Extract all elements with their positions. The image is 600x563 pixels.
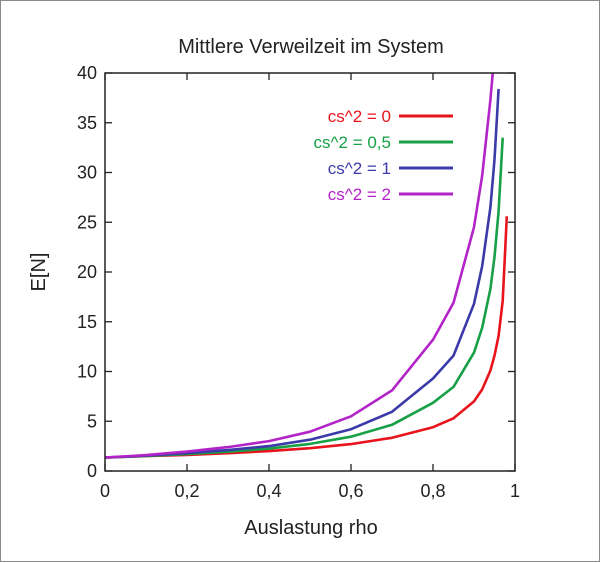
- plot-area: [104, 72, 516, 472]
- x-tick-label: 0: [100, 481, 110, 501]
- plot-border: [104, 72, 516, 472]
- x-axis-title: Auslastung rho: [244, 517, 377, 539]
- x-tick-label: 0,6: [338, 481, 363, 501]
- y-axis-title: E[N]: [28, 253, 50, 292]
- y-tick-label: 0: [87, 461, 97, 481]
- x-tick-label: 0,2: [174, 481, 199, 501]
- legend-label-0: cs^2 = 0: [328, 107, 391, 126]
- legend-label-3: cs^2 = 2: [328, 185, 391, 204]
- y-tick-label: 15: [77, 312, 97, 332]
- series-line-1: [105, 137, 504, 459]
- y-tick-label: 25: [77, 212, 97, 232]
- series-line-0: [105, 216, 509, 459]
- y-tick-label: 35: [77, 113, 97, 133]
- x-tick-label: 1: [510, 481, 520, 501]
- x-tick-label: 0,4: [256, 481, 281, 501]
- legend-label-1: cs^2 = 0,5: [314, 133, 391, 152]
- y-tick-label: 20: [77, 262, 97, 282]
- x-tick-label: 0,8: [420, 481, 445, 501]
- y-tick-label: 40: [77, 63, 97, 83]
- y-tick-label: 10: [77, 362, 97, 382]
- legend-label-2: cs^2 = 1: [328, 159, 391, 178]
- chart-title: Mittlere Verweilzeit im System: [178, 36, 444, 58]
- legend: cs^2 = 0 cs^2 = 0,5 cs^2 = 1 cs^2 = 2: [314, 107, 453, 204]
- series-line-2: [105, 88, 500, 459]
- y-tick-label: 5: [87, 411, 97, 431]
- y-tick-label: 30: [77, 163, 97, 183]
- series-line-3: [105, 73, 495, 459]
